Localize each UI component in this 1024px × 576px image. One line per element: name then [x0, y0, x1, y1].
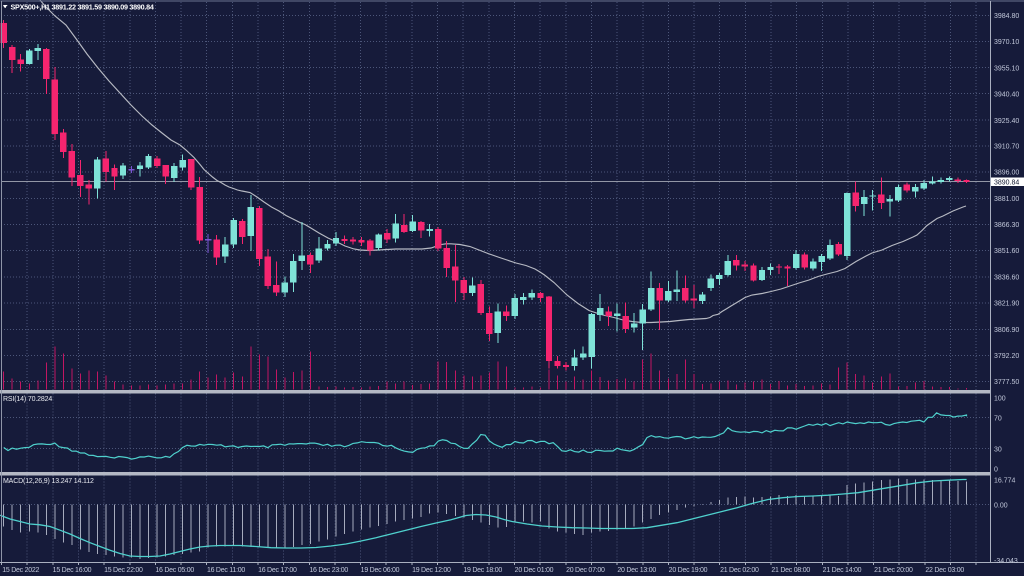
svg-text:3806.90: 3806.90 — [994, 327, 1019, 334]
svg-text:19 Dec 12:00: 19 Dec 12:00 — [412, 567, 451, 574]
svg-text:70: 70 — [994, 415, 1002, 422]
svg-text:3896.00: 3896.00 — [994, 170, 1019, 177]
svg-text:3910.70: 3910.70 — [994, 144, 1019, 151]
svg-text:19 Dec 18:00: 19 Dec 18:00 — [463, 567, 502, 574]
svg-text:0: 0 — [994, 467, 998, 474]
svg-text:15 Dec 16:00: 15 Dec 16:00 — [53, 567, 92, 574]
svg-text:20 Dec 01:00: 20 Dec 01:00 — [515, 567, 554, 574]
svg-text:SPX500+,H1 3891.22 3891.59 38: SPX500+,H1 3891.22 3891.59 3890.09 3890.… — [11, 3, 154, 12]
svg-text:3940.40: 3940.40 — [994, 91, 1019, 98]
svg-text:3851.60: 3851.60 — [994, 248, 1019, 255]
svg-text:30: 30 — [994, 447, 1002, 454]
svg-text:3925.40: 3925.40 — [994, 118, 1019, 125]
svg-text:RSI(14) 70.2824: RSI(14) 70.2824 — [3, 396, 52, 403]
svg-text:0.00: 0.00 — [994, 503, 1008, 510]
svg-text:3821.90: 3821.90 — [994, 301, 1019, 308]
svg-text:3836.60: 3836.60 — [994, 275, 1019, 282]
svg-text:21 Dec 08:00: 21 Dec 08:00 — [771, 567, 810, 574]
svg-text:21 Dec 02:00: 21 Dec 02:00 — [720, 567, 759, 574]
svg-text:3970.10: 3970.10 — [994, 39, 1019, 46]
svg-text:-34.043: -34.043 — [994, 558, 1018, 565]
svg-text:100: 100 — [994, 396, 1006, 403]
svg-text:21 Dec 14:00: 21 Dec 14:00 — [823, 567, 862, 574]
svg-text:20 Dec 13:00: 20 Dec 13:00 — [617, 567, 656, 574]
svg-text:3866.30: 3866.30 — [994, 222, 1019, 229]
svg-text:3881.00: 3881.00 — [994, 196, 1019, 203]
svg-text:20 Dec 07:00: 20 Dec 07:00 — [566, 567, 605, 574]
svg-text:16 Dec 05:00: 16 Dec 05:00 — [155, 567, 194, 574]
svg-text:3777.50: 3777.50 — [994, 379, 1019, 386]
svg-text:15 Dec 22:00: 15 Dec 22:00 — [104, 567, 143, 574]
svg-text:15 Dec 2022: 15 Dec 2022 — [2, 567, 39, 574]
svg-text:20 Dec 19:00: 20 Dec 19:00 — [669, 567, 708, 574]
svg-text:3890.84: 3890.84 — [994, 180, 1019, 187]
svg-text:MACD(12,26,9) 13.247 14.112: MACD(12,26,9) 13.247 14.112 — [3, 478, 94, 485]
svg-text:16 Dec 17:00: 16 Dec 17:00 — [258, 567, 297, 574]
svg-text:16.774: 16.774 — [994, 477, 1016, 484]
svg-text:16 Dec 23:00: 16 Dec 23:00 — [309, 567, 348, 574]
svg-text:3955.10: 3955.10 — [994, 65, 1019, 72]
svg-text:21 Dec 20:00: 21 Dec 20:00 — [874, 567, 913, 574]
svg-text:22 Dec 03:00: 22 Dec 03:00 — [925, 567, 964, 574]
svg-text:19 Dec 06:00: 19 Dec 06:00 — [361, 567, 400, 574]
svg-text:3984.80: 3984.80 — [994, 13, 1019, 20]
svg-text:16 Dec 11:00: 16 Dec 11:00 — [207, 567, 245, 574]
svg-text:3792.20: 3792.20 — [994, 353, 1019, 360]
